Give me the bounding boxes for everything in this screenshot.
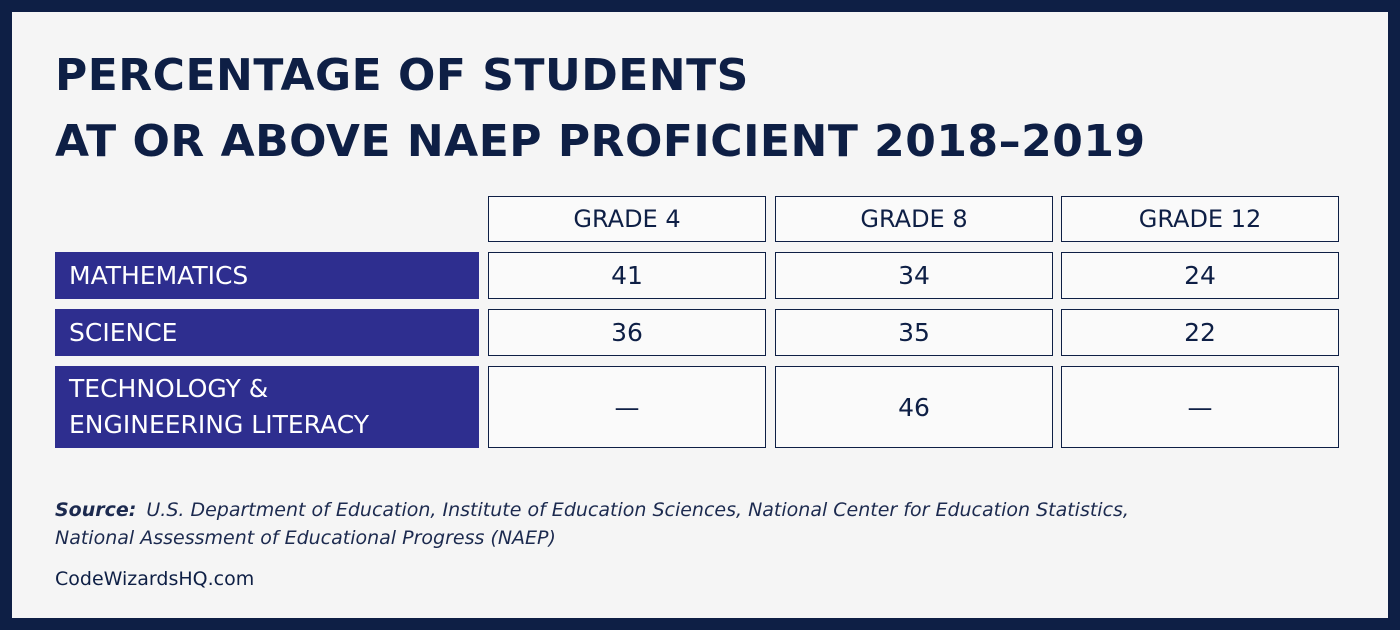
- cell: 35: [775, 309, 1053, 356]
- row-label-line: TECHNOLOGY &: [69, 374, 269, 403]
- cell: 41: [488, 252, 766, 299]
- cell: 22: [1061, 309, 1339, 356]
- row-label: TECHNOLOGY & ENGINEERING LITERACY: [55, 366, 479, 448]
- row-label-line: SCIENCE: [69, 317, 178, 347]
- column-header: GRADE 12: [1061, 196, 1339, 242]
- source-text: U.S. Department of Education, Institute …: [146, 499, 1129, 521]
- cell: 36: [488, 309, 766, 356]
- title-line: AT OR ABOVE NAEP PROFICIENT 2018–2019: [55, 116, 1146, 167]
- column-header: GRADE 8: [775, 196, 1053, 242]
- site: CodeWizardsHQ.com: [55, 568, 255, 590]
- source: Source: U.S. Department of Education, Ins…: [55, 499, 1129, 521]
- cell: 24: [1061, 252, 1339, 299]
- row-label-line: ENGINEERING LITERACY: [69, 410, 369, 439]
- cell: 46: [775, 366, 1053, 448]
- row-label: SCIENCE: [55, 309, 479, 356]
- panel: PERCENTAGE OF STUDENTS AT OR ABOVE NAEP …: [12, 12, 1388, 618]
- source-text: National Assessment of Educational Progr…: [55, 527, 556, 549]
- source-label: Source:: [55, 499, 137, 521]
- cell: —: [1061, 366, 1339, 448]
- row-label: MATHEMATICS: [55, 252, 479, 299]
- row-label-line: MATHEMATICS: [69, 260, 249, 290]
- column-header: GRADE 4: [488, 196, 766, 242]
- cell: 34: [775, 252, 1053, 299]
- cell: —: [488, 366, 766, 448]
- title-line: PERCENTAGE OF STUDENTS: [55, 50, 749, 101]
